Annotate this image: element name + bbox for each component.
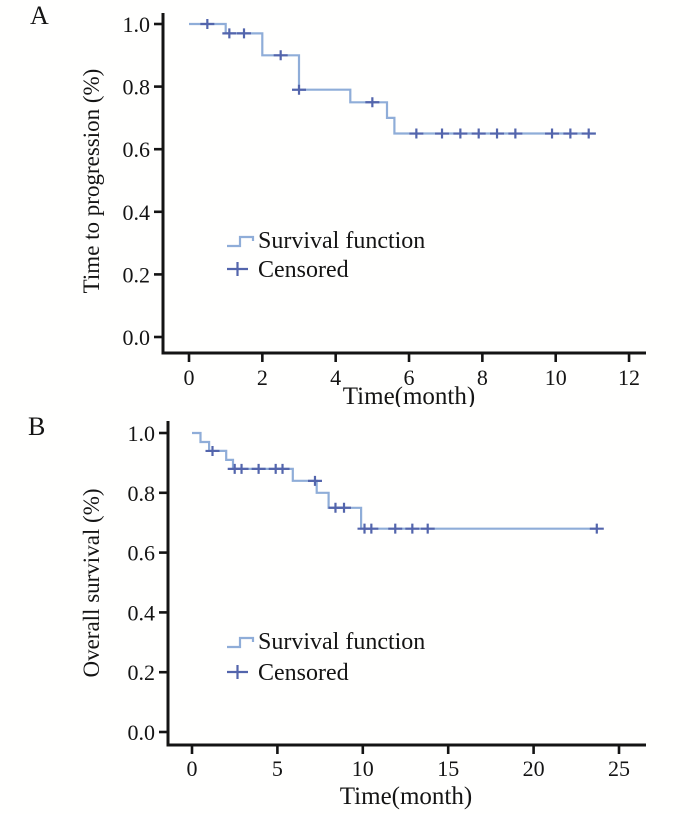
censored-mark [337,502,352,513]
x-tick-label: 15 [437,756,459,781]
x-tick-label: 0 [187,756,198,781]
x-tick-label: 2 [257,365,268,390]
censored-mark [222,28,237,39]
km-chart-a: A Time to progression (%) 0.00.20.40.60.… [30,1,646,407]
censored-mark [435,128,450,139]
censored-mark [292,84,307,95]
censored-mark [563,128,578,139]
censored-mark [581,128,596,139]
x-tick-label: 6 [404,365,415,390]
censored-mark [453,128,468,139]
x-tick-label: 12 [618,365,640,390]
x-tick-label: 8 [477,365,488,390]
panel-a-letter: A [30,1,49,30]
x-tick-label: 0 [184,365,195,390]
panel-a-y-axis-label: Time to progression (%) [79,69,104,294]
censored-mark [405,523,420,534]
x-tick-label: 10 [352,756,374,781]
censored-mark [205,445,220,456]
y-tick-label: 0.4 [128,600,156,625]
x-tick-label: 4 [330,365,341,390]
panel-b-legend-survival-label: Survival function [258,629,425,655]
y-tick-label: 0.6 [128,541,156,566]
x-tick-label: 5 [272,756,283,781]
panel-a-legend-survival-label: Survival function [258,228,425,254]
panel-a-y-ticks: 0.0 0.2 0.4 0.6 0.8 1.0 [123,12,163,350]
censored-mark [420,523,435,534]
panel-b-x-axis-label: Time(month) [340,783,472,810]
km-chart-b: B Overall survival (%) 0.0 0.2 0.4 0.6 0.8 1.… [28,412,646,810]
y-tick-label: 0.6 [123,137,151,162]
y-tick-label: 0.0 [128,720,156,745]
censored-mark [365,97,380,108]
panel-b-x-ticks: 0 5 10 15 20 25 [187,745,630,781]
panel-a-censor-marks [200,19,596,139]
censored-mark [364,523,379,534]
censored-mark [589,523,604,534]
x-tick-label: 10 [545,365,567,390]
panel-b: B Overall survival (%) 0.0 0.2 0.4 0.6 0.8 1.… [0,407,700,814]
censored-mark [508,128,523,139]
x-tick-label: 25 [608,756,630,781]
censored-mark [409,128,424,139]
panel-a-x-axis-label: Time(month) [343,383,475,407]
panel-a: A Time to progression (%) 0.0 0.2 0.4 0.6 0.… [30,1,646,407]
panel-a-legend: Survival function Censored [227,228,425,283]
panel-a-survival-curve [189,22,596,135]
panel-b-legend: Survival function Censored [227,629,425,686]
panel-b-letter: B [28,412,45,441]
censored-mark [490,128,505,139]
censored-mark [273,50,288,61]
censored-mark [234,463,249,474]
censored-mark [200,19,215,29]
y-tick-label: 0.0 [123,325,151,350]
y-tick-label: 0.4 [123,200,151,225]
y-tick-label: 0.2 [128,660,156,685]
censored-mark [545,128,560,139]
censored-mark [388,523,403,534]
censored-mark [251,463,266,474]
censored-mark [275,463,290,474]
panel-b-censor-marks [205,445,604,534]
panel-b-survival-curve [192,431,597,530]
y-tick-label: 1.0 [123,12,151,37]
panel-b-legend-survival-step-icon [227,636,255,649]
panel-b-y-ticks: 0.0 0.2 0.4 0.6 0.8 1.0 [128,421,168,745]
y-tick-label: 0.2 [123,262,151,287]
x-tick-label: 20 [523,756,545,781]
panel-a-x-ticks: 0 2 4 6 8 10 12 [184,353,640,390]
y-tick-label: 0.8 [128,481,156,506]
panel-b-legend-censored-plus-icon [227,665,248,679]
panel-a-legend-survival-step-icon [227,235,255,248]
censored-mark [307,475,322,486]
y-tick-label: 1.0 [128,421,156,446]
y-tick-label: 0.8 [123,75,151,100]
censored-mark [471,128,486,139]
censored-mark [237,28,252,39]
panel-b-legend-censored-label: Censored [258,660,349,686]
panel-a-legend-censored-label: Censored [258,257,349,283]
panel-b-y-axis-label: Overall survival (%) [79,488,104,677]
panel-a-legend-censored-plus-icon [227,262,248,276]
